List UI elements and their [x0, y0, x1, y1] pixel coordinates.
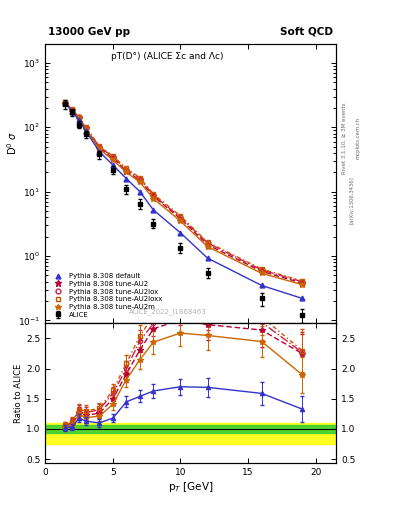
Pythia 8.308 tune-AU2lox — [300, 279, 305, 285]
Pythia 8.308 tune-AU2 — [97, 145, 102, 151]
Pythia 8.308 tune-AU2lox — [151, 192, 156, 198]
Pythia 8.308 tune-AU2 — [205, 242, 210, 248]
Pythia 8.308 default — [77, 117, 81, 123]
Pythia 8.308 tune-AU2loxx — [110, 153, 115, 159]
Pythia 8.308 tune-AU2m — [205, 244, 210, 250]
Pythia 8.308 tune-AU2lox — [124, 166, 129, 173]
Pythia 8.308 tune-AU2lox — [83, 124, 88, 131]
Pythia 8.308 tune-AU2lox — [205, 240, 210, 246]
Pythia 8.308 tune-AU2m — [77, 116, 81, 122]
Pythia 8.308 tune-AU2m — [124, 169, 129, 176]
Line: Pythia 8.308 default: Pythia 8.308 default — [63, 101, 305, 301]
Y-axis label: Ratio to ALICE: Ratio to ALICE — [14, 364, 23, 423]
Pythia 8.308 tune-AU2loxx — [178, 213, 183, 219]
Pythia 8.308 tune-AU2m — [110, 157, 115, 163]
Text: 13000 GeV pp: 13000 GeV pp — [48, 27, 130, 36]
Legend: Pythia 8.308 default, Pythia 8.308 tune-AU2, Pythia 8.308 tune-AU2lox, Pythia 8.: Pythia 8.308 default, Pythia 8.308 tune-… — [49, 271, 164, 320]
Pythia 8.308 default — [151, 207, 156, 213]
Pythia 8.308 tune-AU2 — [124, 168, 129, 174]
Pythia 8.308 tune-AU2lox — [97, 143, 102, 150]
Pythia 8.308 tune-AU2 — [70, 107, 75, 113]
Pythia 8.308 default — [70, 109, 75, 115]
Pythia 8.308 default — [205, 255, 210, 261]
Pythia 8.308 tune-AU2lox — [138, 176, 142, 182]
Line: Pythia 8.308 tune-AU2loxx: Pythia 8.308 tune-AU2loxx — [63, 100, 305, 284]
Pythia 8.308 default — [97, 148, 102, 155]
Pythia 8.308 default — [178, 230, 183, 236]
Pythia 8.308 tune-AU2loxx — [205, 239, 210, 245]
Pythia 8.308 tune-AU2 — [77, 115, 81, 121]
Pythia 8.308 tune-AU2m — [178, 218, 183, 224]
Pythia 8.308 tune-AU2m — [138, 179, 142, 185]
Pythia 8.308 tune-AU2m — [83, 126, 88, 133]
Pythia 8.308 tune-AU2loxx — [63, 99, 68, 105]
Pythia 8.308 default — [110, 162, 115, 168]
Pythia 8.308 default — [300, 295, 305, 302]
Pythia 8.308 tune-AU2 — [63, 100, 68, 106]
Pythia 8.308 tune-AU2m — [70, 108, 75, 114]
Pythia 8.308 tune-AU2lox — [77, 114, 81, 120]
Pythia 8.308 tune-AU2m — [259, 270, 264, 276]
Text: mcplots.cern.ch: mcplots.cern.ch — [355, 117, 360, 159]
Pythia 8.308 tune-AU2loxx — [138, 175, 142, 181]
Pythia 8.308 default — [259, 282, 264, 288]
Text: Rivet 3.1.10, ≥ 3M events: Rivet 3.1.10, ≥ 3M events — [342, 102, 346, 174]
Pythia 8.308 tune-AU2lox — [259, 267, 264, 273]
Pythia 8.308 tune-AU2 — [110, 155, 115, 161]
Line: Pythia 8.308 tune-AU2m: Pythia 8.308 tune-AU2m — [63, 100, 305, 287]
Pythia 8.308 default — [138, 188, 142, 195]
Text: ALICE_2022_I1868463: ALICE_2022_I1868463 — [129, 308, 206, 315]
Pythia 8.308 tune-AU2 — [178, 216, 183, 222]
Pythia 8.308 tune-AU2loxx — [77, 114, 81, 120]
Pythia 8.308 default — [124, 176, 129, 182]
Pythia 8.308 tune-AU2 — [83, 125, 88, 132]
X-axis label: p$_T$ [GeV]: p$_T$ [GeV] — [168, 480, 213, 494]
Pythia 8.308 tune-AU2m — [300, 282, 305, 288]
Pythia 8.308 tune-AU2 — [300, 280, 305, 286]
Line: Pythia 8.308 tune-AU2lox: Pythia 8.308 tune-AU2lox — [63, 100, 305, 284]
Pythia 8.308 tune-AU2 — [151, 193, 156, 199]
Text: [arXiv:1306.3436]: [arXiv:1306.3436] — [349, 176, 354, 224]
Pythia 8.308 default — [83, 128, 88, 134]
Pythia 8.308 tune-AU2lox — [70, 106, 75, 113]
Pythia 8.308 tune-AU2loxx — [151, 191, 156, 197]
Pythia 8.308 tune-AU2loxx — [300, 278, 305, 284]
Pythia 8.308 tune-AU2 — [138, 177, 142, 183]
Pythia 8.308 tune-AU2loxx — [70, 106, 75, 113]
Bar — [45, 425, 336, 433]
Pythia 8.308 tune-AU2m — [63, 100, 68, 106]
Bar — [45, 423, 336, 444]
Text: Soft QCD: Soft QCD — [280, 27, 333, 36]
Text: D$^0$ $\sigma$: D$^0$ $\sigma$ — [5, 132, 19, 155]
Pythia 8.308 tune-AU2 — [259, 268, 264, 274]
Text: pT(D°) (ALICE Σc and Λc): pT(D°) (ALICE Σc and Λc) — [111, 52, 224, 61]
Line: Pythia 8.308 tune-AU2: Pythia 8.308 tune-AU2 — [62, 100, 305, 286]
Pythia 8.308 tune-AU2m — [97, 146, 102, 152]
Pythia 8.308 tune-AU2loxx — [83, 124, 88, 130]
Pythia 8.308 tune-AU2loxx — [259, 266, 264, 272]
Pythia 8.308 default — [63, 100, 68, 106]
Pythia 8.308 tune-AU2lox — [110, 154, 115, 160]
Pythia 8.308 tune-AU2loxx — [97, 143, 102, 149]
Pythia 8.308 tune-AU2lox — [63, 99, 68, 105]
Pythia 8.308 tune-AU2loxx — [124, 165, 129, 172]
Pythia 8.308 tune-AU2lox — [178, 214, 183, 220]
Pythia 8.308 tune-AU2m — [151, 196, 156, 202]
